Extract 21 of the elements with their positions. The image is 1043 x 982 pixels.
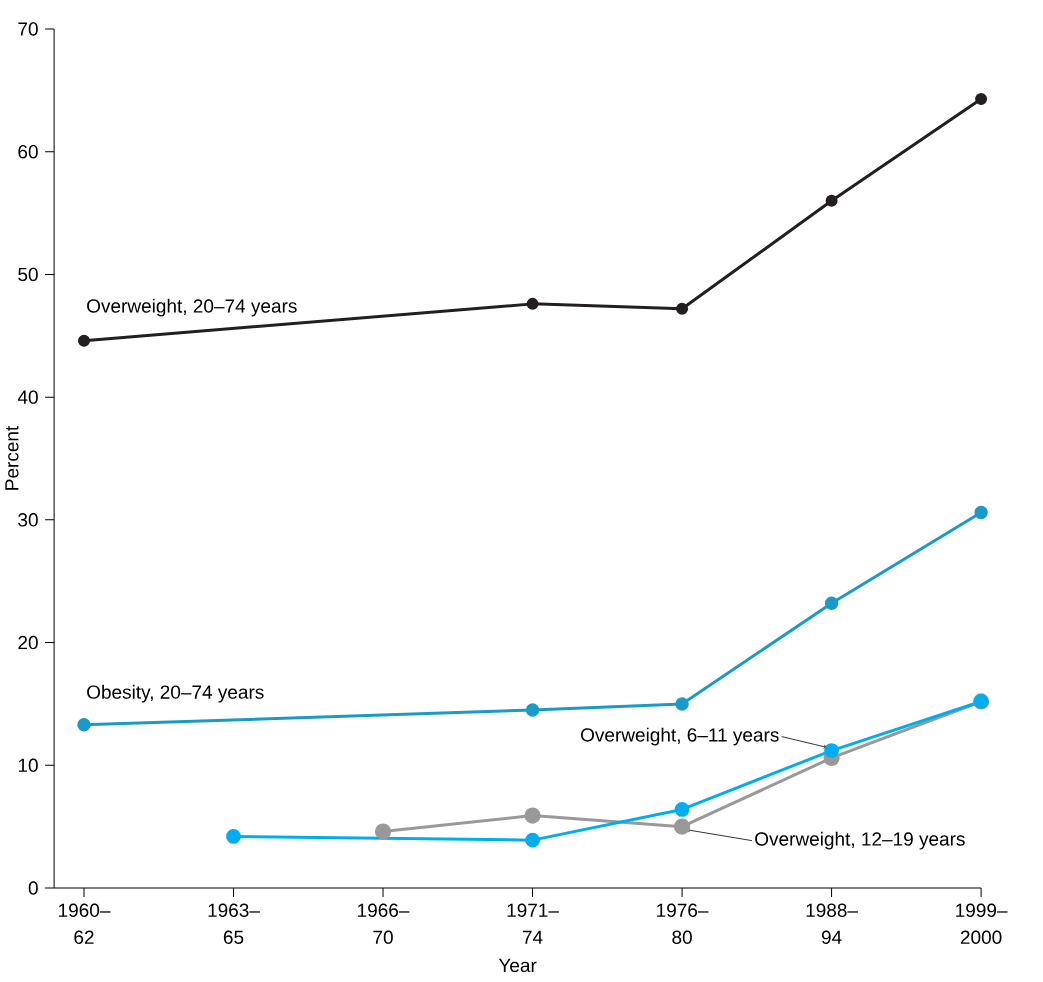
- y-tick-label: 20: [18, 635, 38, 650]
- series-label: Overweight, 12–19 years: [755, 831, 965, 850]
- y-tick-label: 30: [18, 513, 38, 527]
- x-tick-label: 1988– 94: [806, 903, 858, 944]
- series-label: Overweight, 6–11 years: [581, 727, 779, 746]
- y-tick-label: 40: [17, 390, 38, 404]
- y-tick-label: 50: [18, 267, 38, 282]
- x-tick-label: 1963– 65: [208, 903, 260, 944]
- y-tick-label: 0: [28, 881, 38, 895]
- y-tick-label: 10: [18, 758, 38, 773]
- x-axis-title: Year: [498, 958, 537, 973]
- y-axis-title: Percent: [5, 425, 19, 490]
- x-tick-label: 1960– 62: [59, 903, 111, 944]
- y-tick-label: 70: [18, 22, 38, 36]
- x-tick-label: 1999– 2000: [956, 903, 1008, 944]
- y-tick-label: 60: [18, 144, 38, 159]
- x-tick-label: 1971– 74: [507, 903, 559, 944]
- series-label: Obesity, 20–74 years: [87, 684, 264, 703]
- x-tick-label: 1976– 80: [657, 903, 709, 944]
- series-label: Overweight, 20–74 years: [87, 298, 297, 317]
- x-tick-label: 1966– 70: [358, 903, 410, 944]
